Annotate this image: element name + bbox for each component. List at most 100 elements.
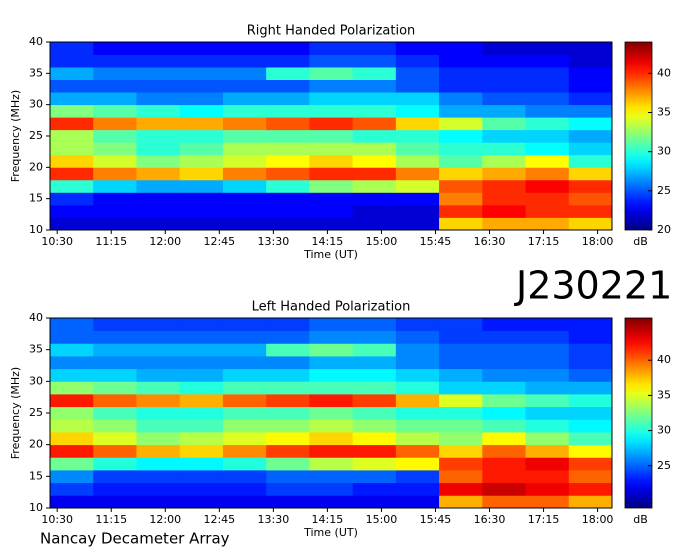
- heatmap-cell: [568, 356, 613, 370]
- heatmap-cell: [439, 167, 483, 181]
- heatmap-cell: [482, 117, 526, 131]
- heatmap-cell: [525, 343, 570, 357]
- heatmap-cell: [93, 343, 137, 357]
- heatmap-cell: [482, 167, 526, 181]
- heatmap-cell: [568, 204, 613, 218]
- heatmap-cell: [309, 356, 354, 370]
- heatmap-cell: [439, 179, 483, 193]
- heatmap-cell: [93, 381, 137, 395]
- heatmap-cell: [179, 394, 224, 408]
- heatmap-cell: [352, 204, 397, 218]
- heatmap-cell: [179, 92, 224, 106]
- heatmap-cell: [222, 419, 267, 433]
- heatmap-cell: [222, 368, 267, 382]
- heatmap-cell: [568, 457, 613, 471]
- heatmap-cell: [395, 419, 440, 433]
- x-tick-label: 15:00: [366, 513, 398, 526]
- heatmap-cell: [568, 92, 613, 106]
- heatmap-cell: [309, 117, 354, 131]
- heatmap-cell: [439, 192, 483, 206]
- heatmap-cell: [93, 444, 137, 458]
- y-tick-label: 35: [29, 343, 43, 356]
- heatmap-cell: [50, 495, 94, 509]
- heatmap-cell: [482, 330, 526, 344]
- heatmap-cell: [222, 142, 267, 156]
- heatmap-cell: [352, 368, 397, 382]
- heatmap-cell: [93, 368, 137, 382]
- heatmap-cell: [50, 154, 94, 168]
- heatmap-cell: [309, 79, 354, 93]
- heatmap-cell: [525, 495, 570, 509]
- x-tick-label: 15:00: [366, 235, 398, 248]
- heatmap-cell: [568, 179, 613, 193]
- heatmap-cell: [309, 42, 354, 55]
- heatmap-cell: [93, 167, 137, 181]
- heatmap-cell: [222, 92, 267, 106]
- heatmap-cell: [439, 368, 483, 382]
- heatmap-cell: [395, 79, 440, 93]
- x-tick-label: 15:45: [420, 513, 452, 526]
- heatmap-cell: [136, 470, 181, 484]
- heatmap-cell: [222, 457, 267, 471]
- heatmap-cell: [482, 343, 526, 357]
- heatmap-cell: [50, 79, 94, 93]
- colorbar-label: dB: [633, 513, 648, 526]
- heatmap-cell: [93, 129, 137, 143]
- heatmap-cell: [136, 457, 181, 471]
- heatmap-cell: [568, 406, 613, 420]
- heatmap-cell: [136, 42, 181, 55]
- heatmap-cell: [50, 444, 94, 458]
- heatmap-cell: [50, 204, 94, 218]
- heatmap-cell: [179, 204, 224, 218]
- heatmap-cell: [50, 67, 94, 80]
- heatmap-cell: [222, 482, 267, 496]
- x-tick-label: 18:00: [582, 513, 614, 526]
- heatmap-cell: [222, 381, 267, 395]
- heatmap-cell: [266, 356, 310, 370]
- x-tick-label: 12:00: [149, 513, 181, 526]
- heatmap-cell: [525, 482, 570, 496]
- heatmap-cell: [482, 444, 526, 458]
- heatmap-cell: [568, 330, 613, 344]
- heatmap-cell: [266, 394, 310, 408]
- heatmap-cell: [309, 204, 354, 218]
- heatmap-cell: [525, 42, 570, 55]
- heatmap-cell: [136, 394, 181, 408]
- heatmap-cell: [179, 79, 224, 93]
- heatmap-cell: [93, 330, 137, 344]
- heatmap-cell: [352, 142, 397, 156]
- heatmap-cell: [222, 154, 267, 168]
- heatmap-cell: [482, 104, 526, 118]
- heatmap-cell: [222, 406, 267, 420]
- heatmap-cell: [395, 406, 440, 420]
- heatmap-cell: [395, 179, 440, 193]
- heatmap-cell: [222, 117, 267, 131]
- heatmap-cell: [525, 204, 570, 218]
- heatmap-cell: [525, 432, 570, 446]
- heatmap-cell: [179, 330, 224, 344]
- heatmap-cell: [179, 154, 224, 168]
- heatmap-cell: [309, 179, 354, 193]
- heatmap-cell: [179, 54, 224, 68]
- heatmap-cell: [50, 457, 94, 471]
- heatmap-cell: [395, 192, 440, 206]
- heatmap-cell: [93, 356, 137, 370]
- heatmap-cell: [439, 42, 483, 55]
- heatmap-cell: [222, 42, 267, 55]
- heatmap-cell: [309, 142, 354, 156]
- heatmap-cell: [179, 356, 224, 370]
- x-tick-label: 11:15: [95, 235, 127, 248]
- heatmap-cell: [136, 129, 181, 143]
- heatmap-cell: [352, 343, 397, 357]
- heatmap-cell: [395, 129, 440, 143]
- heatmap-cell: [439, 67, 483, 80]
- heatmap-cell: [136, 330, 181, 344]
- heatmap-cell: [50, 54, 94, 68]
- heatmap-cell: [395, 154, 440, 168]
- heatmap-cell: [266, 142, 310, 156]
- heatmap-cell: [222, 192, 267, 206]
- x-tick-label: 12:45: [203, 235, 235, 248]
- heatmap-cell: [266, 444, 310, 458]
- x-axis-label: Time (UT): [303, 526, 358, 539]
- heatmap-cell: [568, 482, 613, 496]
